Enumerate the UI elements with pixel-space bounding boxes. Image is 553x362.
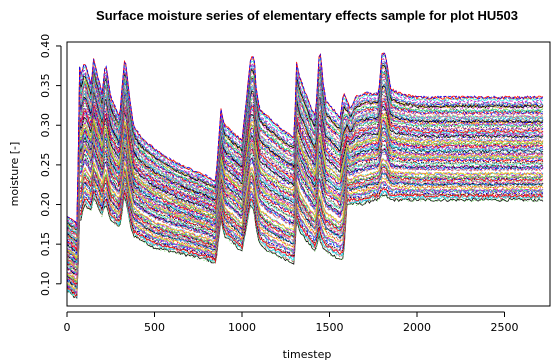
series-line [67,139,544,270]
series-line [67,71,544,235]
series-line [67,83,544,241]
x-tick-label: 1500 [316,321,344,334]
series-line [67,158,544,281]
plot-area [67,51,544,300]
series-line [67,76,543,237]
series-line [67,78,544,240]
series-line [67,112,544,259]
chart-title: Surface moisture series of elementary ef… [96,8,518,23]
series-line [67,89,544,244]
series-line [67,181,544,293]
series-line [67,116,544,261]
series-line [67,144,544,273]
series-line [67,92,544,246]
series-line [67,132,544,268]
x-axis-label: timestep [283,348,332,361]
series-line [67,142,544,271]
y-tick-label: 0.20 [39,192,52,217]
series-line [67,180,544,295]
series-line [67,55,544,227]
series-line [67,60,544,230]
series-line [67,122,544,262]
y-tick-label: 0.40 [39,34,52,59]
y-tick-label: 0.10 [39,272,52,297]
series-layer [67,51,544,300]
series-line [67,187,544,296]
series-line [67,70,544,235]
x-tick-label: 500 [144,321,165,334]
series-line [67,64,544,230]
series-line [67,58,544,229]
series-line [67,62,544,230]
series-line [67,163,544,284]
series-line [67,175,544,289]
series-line [67,186,544,296]
series-line [67,100,544,252]
x-tick-label: 1000 [228,321,256,334]
plot-frame [66,41,551,307]
series-line [67,150,544,275]
x-axis: 0 500 1000 1500 2000 2500 [64,311,519,334]
x-tick-label: 2500 [491,321,519,334]
series-line [67,103,544,250]
series-line [67,87,544,243]
series-line [67,102,544,251]
y-tick-label: 0.25 [39,153,52,178]
series-line [67,109,544,255]
series-line [67,151,544,278]
series-line [67,172,544,288]
series-line [67,190,544,297]
series-line [67,163,544,284]
y-tick-label: 0.15 [39,232,52,257]
y-axis-label: moisture [-] [8,142,21,207]
series-line [67,54,544,226]
series-line [67,51,544,225]
series-line [67,132,544,268]
series-line [67,120,544,261]
series-line [67,149,544,276]
series-line [67,95,544,248]
y-tick-label: 0.35 [39,73,52,98]
series-line [67,90,544,244]
series-line [67,106,544,252]
series-line [67,147,544,276]
series-line [67,128,544,265]
series-line [67,158,544,281]
y-tick-label: 0.30 [39,113,52,138]
series-line [67,168,544,287]
series-line [67,130,544,267]
series-line [67,144,543,273]
x-tick-label: 2000 [403,321,431,334]
series-line [67,134,544,268]
x-tick-label: 0 [64,321,71,334]
y-axis: 0.10 0.15 0.20 0.25 0.30 0.35 0.40 [39,34,62,297]
series-line [67,188,544,297]
